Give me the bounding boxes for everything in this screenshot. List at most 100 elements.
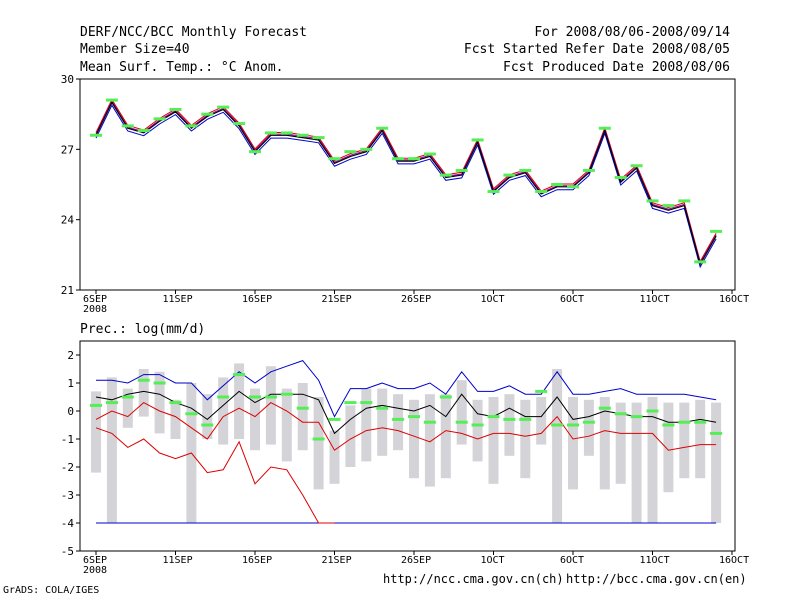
prec-observed-marker: [344, 401, 357, 405]
prec-box: [91, 391, 101, 473]
temp-ytick-label: 24: [61, 214, 75, 227]
prec-observed-marker: [710, 431, 723, 435]
prec-box: [297, 383, 308, 451]
temp-observed-marker: [487, 190, 500, 194]
temp-xtick-label: 1OCT: [481, 294, 505, 305]
prec-observed-marker: [217, 395, 230, 399]
temp-observed-marker: [678, 199, 691, 203]
temp-ytick-label: 27: [61, 143, 74, 156]
prec-observed-marker: [487, 415, 500, 419]
prec-observed-marker: [392, 417, 405, 421]
prec-box: [568, 397, 578, 490]
temp-observed-marker: [662, 204, 675, 208]
prec-box: [583, 399, 594, 456]
temp-xtick-label: 16OCT: [719, 294, 749, 305]
prec-box: [313, 397, 324, 490]
prec-box: [409, 399, 419, 479]
prec-box: [345, 405, 356, 467]
prec-box: [361, 388, 372, 462]
temp-xtick-label: 26SEP: [401, 294, 431, 305]
temp-ytick-label: 30: [61, 73, 74, 86]
temp-plot-frame: [79, 78, 736, 291]
temp-xtick-label: 21SEP: [322, 294, 352, 305]
temp-observed-marker: [328, 157, 341, 161]
prec-ytick-label: -1: [61, 433, 74, 446]
temp-observed-marker: [280, 131, 293, 135]
prec-box: [488, 397, 499, 484]
temp-xtick-label: 11SEP: [163, 294, 193, 305]
temp-observed-marker: [296, 133, 309, 137]
temp-observed-marker: [519, 168, 532, 172]
prec-box: [170, 399, 181, 439]
temp-observed-marker: [646, 199, 659, 203]
prec-observed-marker: [280, 392, 293, 396]
temp-observed-marker: [344, 150, 357, 154]
url-bcc-link[interactable]: http://bcc.cma.gov.cn(en): [566, 572, 747, 586]
prec-observed-marker: [519, 417, 532, 421]
temp-observed-marker: [582, 168, 595, 172]
prec-observed-marker: [185, 412, 198, 416]
prec-box: [281, 388, 292, 462]
prec-box: [552, 369, 563, 523]
prec-box: [106, 377, 117, 523]
prec-observed-marker: [662, 423, 675, 427]
prec-observed-marker: [312, 437, 325, 441]
prec-observed-marker: [249, 395, 261, 399]
prec-box: [520, 399, 531, 479]
prec-box: [377, 388, 388, 456]
prec-ytick-label: 0: [67, 405, 74, 418]
prec-xtick-label: 21SEP: [322, 555, 352, 566]
grads-credit: GrADS: COLA/IGES: [3, 585, 100, 596]
prec-xtick-year: 2008: [83, 565, 107, 576]
temp-observed-marker: [630, 164, 643, 168]
prec-title: Prec.: log(mm/d): [80, 322, 205, 337]
prec-observed-marker: [567, 423, 579, 427]
prec-observed-marker: [296, 406, 309, 410]
prec-box: [138, 369, 149, 417]
prec-plot-frame: [79, 340, 736, 552]
temp-observed-marker: [408, 157, 420, 161]
prec-observed-marker: [503, 417, 516, 421]
prec-box: [711, 402, 722, 523]
forecast-period: For 2008/08/06-2008/09/14: [534, 25, 730, 40]
temp-ytick-label: 21: [61, 284, 74, 297]
prec-observed-marker: [439, 395, 452, 399]
temp-observed-marker: [201, 112, 214, 116]
prec-box: [679, 402, 690, 479]
prec-box: [154, 371, 165, 434]
prec-observed-marker: [694, 420, 707, 424]
prec-observed-marker: [423, 420, 436, 424]
prec-box: [218, 377, 229, 445]
prec-observed-marker: [598, 406, 611, 410]
prec-xtick-label: 11OCT: [640, 555, 670, 566]
prec-box: [122, 388, 133, 428]
url-ncc-link[interactable]: http://ncc.cma.gov.cn(ch): [383, 572, 564, 586]
prec-box: [663, 402, 674, 493]
prec-mean-line: [95, 390, 717, 435]
prec-observed-marker: [582, 420, 595, 424]
temp-observed-marker: [153, 117, 166, 121]
prec-box: [615, 402, 626, 484]
temp-observed-marker: [360, 147, 373, 151]
prec-min-line: [95, 427, 335, 524]
prec-box: [472, 399, 483, 462]
temp-observed-marker: [90, 133, 102, 137]
prec-xtick-label: 16OCT: [719, 555, 749, 566]
temp-observed-marker: [710, 229, 723, 233]
prec-box: [265, 366, 276, 445]
prec-box: [424, 394, 435, 487]
prec-box: [647, 397, 658, 523]
prec-box: [329, 430, 340, 484]
prec-box: [631, 402, 642, 523]
prec-xtick-label: 6SEP: [83, 555, 107, 566]
member-size: Member Size=40: [80, 42, 190, 57]
prec-ytick-label: 1: [67, 377, 74, 390]
temp-observed-marker: [567, 185, 579, 189]
prec-observed-marker: [105, 401, 118, 405]
temp-observed-marker: [392, 157, 405, 161]
prec-xtick-label: 1OCT: [481, 555, 505, 566]
temp-observed-marker: [121, 124, 134, 128]
prec-observed-marker: [201, 423, 214, 427]
